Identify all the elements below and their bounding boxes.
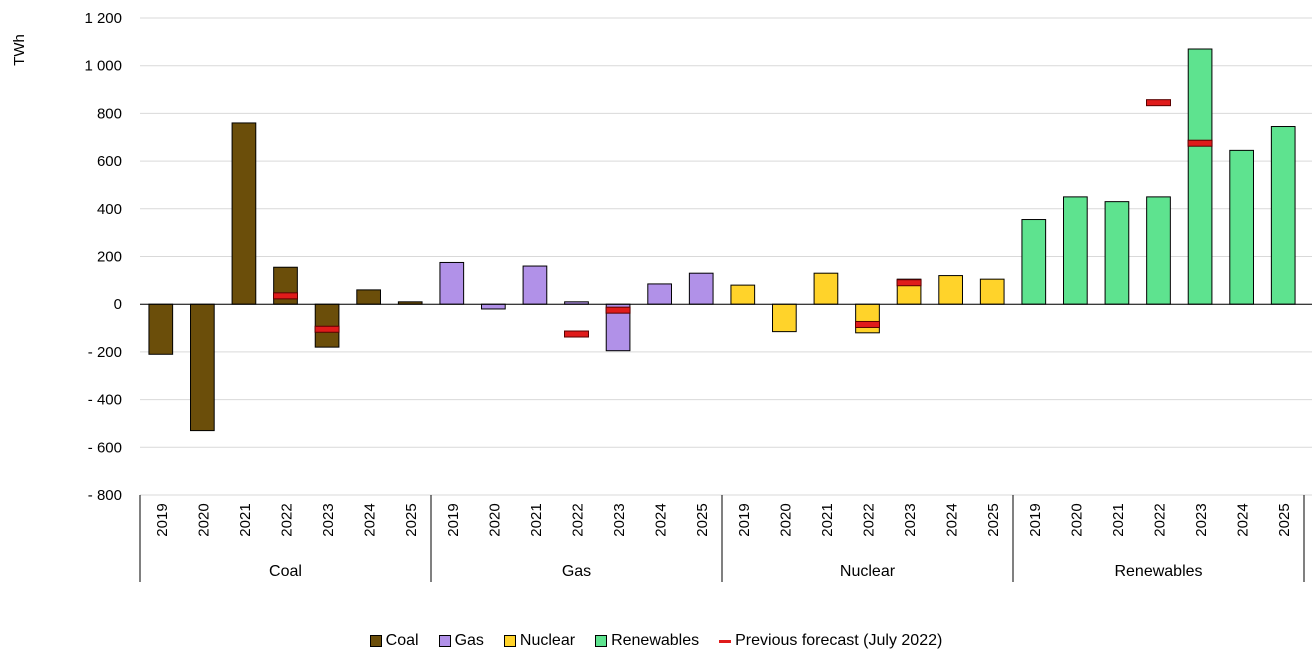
legend-label: Gas: [454, 632, 484, 649]
x-tick-label: 2025: [985, 503, 1002, 536]
y-axis-label: TWh: [11, 34, 28, 66]
y-tick-label: 400: [97, 201, 122, 218]
x-tick-label: 2022: [1152, 503, 1169, 536]
y-tick-label: 200: [97, 249, 122, 266]
forecast-marker-renewables-2023: [1187, 139, 1213, 147]
y-tick-label: - 200: [88, 344, 122, 361]
bar-coal-2019: [148, 303, 174, 355]
bar-nuclear-2020: [772, 303, 797, 333]
bar-coal-2023: [314, 303, 340, 348]
bar-gas-2019: [439, 261, 465, 305]
legend-swatch: [595, 635, 608, 647]
bar-gas-2025: [688, 272, 714, 305]
y-tick-label: 1 000: [84, 58, 122, 75]
forecast-marker-nuclear-2023: [896, 279, 922, 287]
legend-item-gas: Gas: [438, 632, 484, 650]
forecast-marker-gas-2022: [564, 330, 589, 338]
x-tick-label: 2024: [1235, 503, 1252, 536]
legend-item-previous-forecast: Previous forecast (July 2022): [719, 632, 942, 650]
forecast-marker-coal-2023: [314, 325, 340, 333]
legend: Coal Gas Nuclear Renewables Previous forecas…: [0, 630, 1312, 652]
legend-swatch: [719, 639, 732, 643]
bar-gas-2021: [522, 265, 548, 305]
x-tick-label: 2025: [403, 503, 420, 536]
x-tick-label: 2023: [611, 503, 628, 536]
bar-renewables-2023: [1187, 48, 1213, 305]
x-tick-label: 2022: [279, 503, 296, 536]
group-label-gas: Gas: [562, 563, 591, 580]
y-tick-label: 600: [97, 153, 122, 170]
forecast-marker-coal-2022: [273, 292, 298, 300]
bar-nuclear-2025: [979, 278, 1005, 305]
legend-label: Renewables: [611, 632, 700, 649]
x-tick-label: 2024: [362, 503, 379, 536]
x-tick-label: 2021: [1110, 503, 1127, 536]
bar-nuclear-2019: [730, 284, 756, 305]
legend-item-coal: Coal: [369, 632, 419, 650]
bar-nuclear-2024: [938, 275, 963, 305]
y-tick-label: - 600: [88, 439, 122, 456]
y-tick-label: 1 200: [84, 10, 122, 27]
x-tick-label: 2019: [1027, 503, 1044, 536]
bar-coal-2024: [356, 289, 381, 305]
group-label-coal: Coal: [269, 563, 302, 580]
bar-gas-2024: [647, 283, 672, 305]
bar-renewables-2024: [1229, 149, 1254, 305]
x-tick-label: 2021: [528, 503, 545, 536]
x-tick-label: 2020: [1068, 503, 1085, 536]
forecast-marker-gas-2023: [605, 306, 631, 314]
y-tick-label: - 400: [88, 392, 122, 409]
x-tick-label: 2023: [902, 503, 919, 536]
y-tick-label: 0: [114, 296, 122, 313]
x-tick-label: 2024: [944, 503, 961, 536]
x-tick-label: 2023: [320, 503, 337, 536]
x-tick-label: 2021: [819, 503, 836, 536]
legend-swatch: [369, 635, 382, 647]
legend-label: Nuclear: [519, 632, 576, 649]
legend-item-renewables: Renewables: [595, 632, 699, 650]
bar-renewables-2020: [1063, 196, 1088, 305]
group-label-renewables: Renewables: [1114, 563, 1202, 580]
x-tick-label: 2020: [195, 503, 212, 536]
x-tick-label: 2025: [694, 503, 711, 536]
legend-swatch: [503, 635, 516, 647]
bar-gas-2020: [481, 303, 506, 310]
x-tick-label: 2019: [445, 503, 462, 536]
forecast-marker-nuclear-2022: [855, 320, 880, 328]
x-tick-label: 2024: [653, 503, 670, 536]
x-tick-label: 2022: [861, 503, 878, 536]
x-tick-label: 2019: [736, 503, 753, 536]
bar-renewables-2021: [1104, 201, 1130, 305]
x-tick-label: 2021: [237, 503, 254, 536]
bar-nuclear-2022: [855, 303, 880, 334]
group-label-nuclear: Nuclear: [840, 563, 896, 580]
y-tick-label: - 800: [88, 487, 122, 504]
legend-item-nuclear: Nuclear: [503, 632, 576, 650]
forecast-marker-renewables-2022: [1146, 99, 1171, 107]
x-tick-label: 2020: [486, 503, 503, 536]
x-tick-label: 2020: [777, 503, 794, 536]
bar-coal-2021: [231, 122, 257, 305]
bar-renewables-2025: [1270, 126, 1296, 305]
x-tick-label: 2019: [154, 503, 171, 536]
chart-svg: - 800 - 600 - 400 - 200 0 200 400 600 800 1 000 1 …: [11, 10, 1312, 582]
bar-coal-2020: [190, 303, 215, 432]
bar-nuclear-2021: [813, 272, 839, 305]
x-tick-label: 2022: [570, 503, 587, 536]
bar-renewables-2022: [1146, 196, 1171, 305]
legend-label: Coal: [385, 632, 419, 649]
legend-swatch: [438, 635, 451, 647]
x-tick-label: 2025: [1276, 503, 1293, 536]
x-tick-label: 2023: [1193, 503, 1210, 536]
y-tick-label: 800: [97, 105, 122, 122]
bar-renewables-2019: [1021, 219, 1047, 305]
legend-label: Previous forecast (July 2022): [735, 632, 943, 649]
